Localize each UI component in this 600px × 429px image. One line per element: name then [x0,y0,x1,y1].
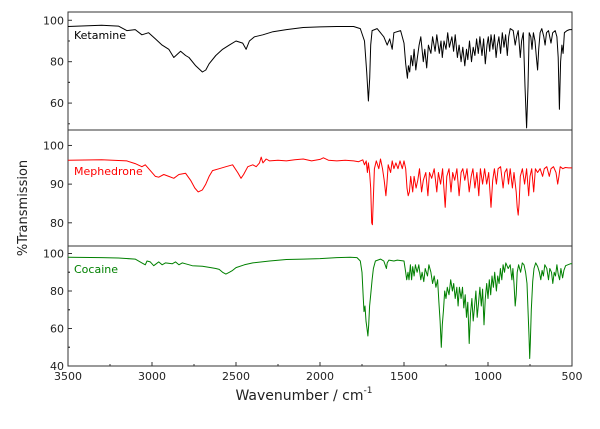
y-tick-label: 60 [50,323,64,336]
series-line-ketamine [67,24,572,129]
y-tick-label: 100 [43,139,64,152]
y-tick-label: 100 [43,14,64,27]
x-tick-label: 2500 [222,370,250,383]
y-tick-label: 80 [50,56,64,69]
x-tick-label: 3000 [138,370,166,383]
x-axis-label-exponent: -1 [364,386,373,396]
x-axis-label: Wavenumber / cm-1 [235,386,372,404]
series-line-cocaine [67,256,572,359]
y-tick-label: 90 [50,178,64,191]
series-label: Ketamine [74,29,126,42]
x-axis-label-text: Wavenumber / cm [235,388,363,404]
panel-frame [67,11,573,131]
panel-cocaine: 40 60 80 100 Cocaine [43,245,573,373]
series-line-mephedrone [67,156,572,226]
series-label: Cocaine [74,263,118,276]
y-tick-label: 40 [50,360,64,373]
panel-frame [67,129,573,247]
y-tick-label: 100 [43,248,64,261]
panels-group: 60 80 100 Ketamine 80 90 100 Mephedrone 40 60 80 10… [43,11,573,373]
x-tick-label: 500 [562,370,583,383]
x-tick-label: 2000 [306,370,334,383]
y-tick-label: 80 [50,285,64,298]
panel-ketamine: 60 80 100 Ketamine [43,11,573,131]
y-axis-label: %Transmission [16,160,31,256]
x-tick-label: 3500 [54,370,82,383]
y-tick-label: 80 [50,217,64,230]
x-axis: 3500 3000 2500 2000 1500 1000 500 [54,362,583,383]
x-tick-label: 1000 [474,370,502,383]
series-label: Mephedrone [74,165,143,178]
y-tick-label: 60 [50,97,64,110]
x-tick-label: 1500 [390,370,418,383]
panel-mephedrone: 80 90 100 Mephedrone [43,129,573,247]
